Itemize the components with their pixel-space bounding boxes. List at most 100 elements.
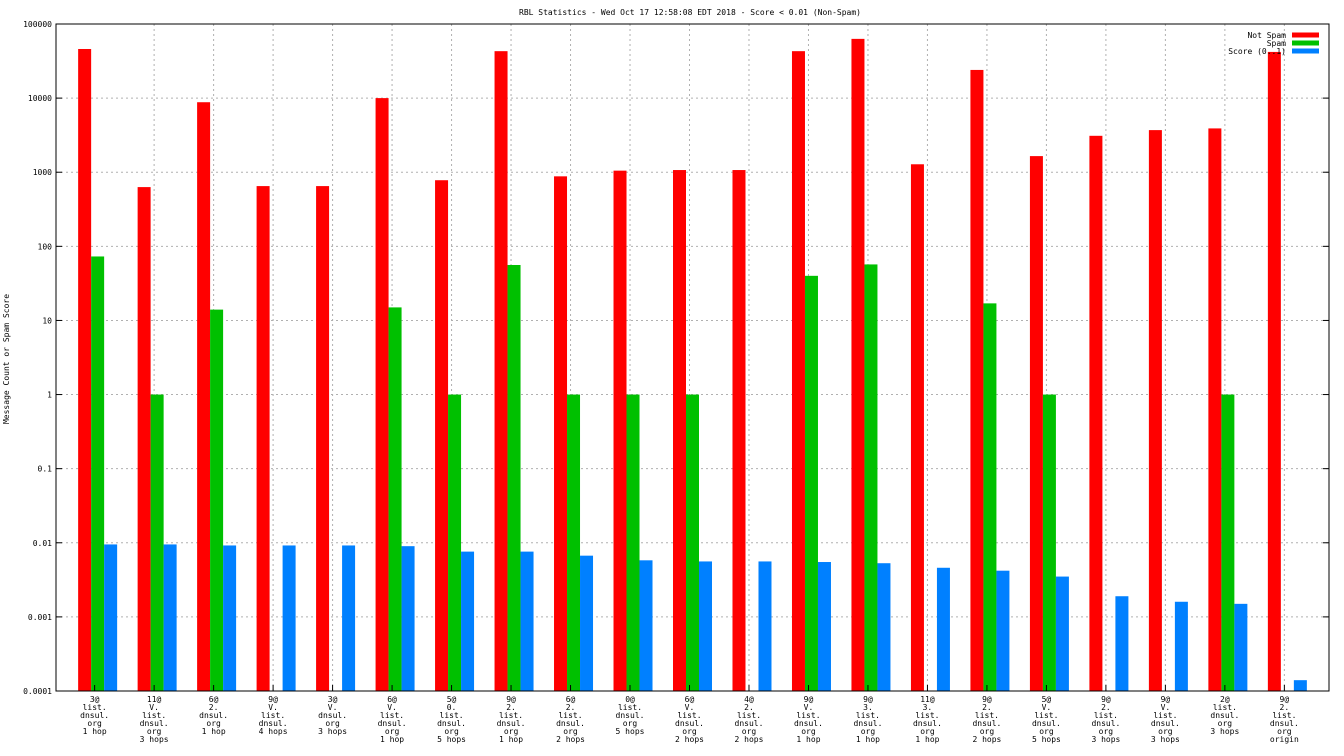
x-tick-label: 6@ V. list. dnsul. org 1 hop (378, 695, 407, 744)
bar (673, 170, 686, 691)
bar (699, 561, 712, 691)
x-tick-label: 4@ 2. list. dnsul. org 2 hops (735, 695, 764, 744)
bar (448, 394, 462, 691)
legend-swatch (1292, 48, 1319, 54)
x-tick-label: 6@ V. list. dnsul. org 2 hops (675, 695, 704, 744)
legend-label: Score (0..1) (1228, 47, 1286, 56)
bar (342, 545, 356, 691)
bar (1089, 135, 1103, 691)
y-tick-label: 0.0001 (23, 687, 52, 696)
legend-swatch (1292, 40, 1319, 46)
bar (567, 394, 581, 691)
bar (1293, 680, 1307, 691)
bar (104, 544, 118, 691)
x-tick-label: 6@ 2. list. dnsul. org 2 hops (556, 695, 585, 744)
bar (150, 394, 164, 691)
bar (375, 98, 389, 692)
legend-label: Not Spam (1247, 31, 1286, 40)
y-axis: 0.0001 0.001 0.01 0.1 1 10 100 1000 10000 100000 (23, 20, 1329, 696)
bar (639, 560, 653, 691)
x-tick-label: 3@ list. dnsul. org 1 hop (80, 695, 109, 736)
x-tick-label: 9@ 2. list. dnsul. org 2 hops (972, 695, 1001, 744)
bar (613, 170, 627, 691)
bar (1029, 156, 1043, 691)
x-tick-label: 9@ 3. list. dnsul. org 1 hop (854, 695, 883, 744)
bar (580, 555, 594, 691)
x-tick-label: 9@ V. list. dnsul. org 1 hop (794, 695, 823, 744)
x-tick-label: 2@ list. dnsul. org 3 hops (1210, 695, 1239, 736)
x-tick-label: 5@ 0. list. dnsul. org 5 hops (437, 695, 466, 744)
bar (910, 164, 924, 691)
bar (970, 69, 984, 692)
bar (877, 563, 891, 691)
bar (316, 186, 330, 692)
y-tick-label: 1000 (33, 168, 52, 177)
bar (91, 256, 105, 691)
bar (758, 561, 772, 691)
x-tick-label: 6@ 2. dnsul. org 1 hop (199, 695, 228, 736)
bar (282, 545, 296, 691)
bar (401, 546, 415, 691)
plot-border (55, 23, 1330, 692)
y-tick-label: 10 (42, 316, 52, 325)
y-axis-label: Message Count or Spam Score (2, 294, 11, 424)
bar (256, 186, 270, 692)
bar (1174, 601, 1188, 691)
bar (864, 264, 878, 691)
y-tick-label: 10000 (28, 94, 52, 103)
x-tick-label: 11@ 3. list. dnsul. org 1 hop (913, 695, 942, 744)
bar (804, 275, 818, 691)
bar (1055, 576, 1069, 691)
bar (996, 570, 1010, 691)
bar (817, 562, 831, 691)
x-tick-label: 9@ V. list. dnsul. 4 hops (259, 695, 288, 736)
bar (210, 309, 224, 691)
bar (791, 51, 805, 691)
x-tick-label: 11@ V. list. dnsul. org 3 hops (140, 695, 169, 744)
bar (137, 187, 151, 691)
bar (197, 102, 211, 691)
bar (507, 264, 521, 691)
x-axis: 3@ list. dnsul. org 1 hop 11@ V. list. dnsul. org… (80, 685, 1299, 744)
legend-label: Spam (1267, 39, 1286, 48)
y-tick-label: 0.1 (38, 465, 53, 474)
bar (435, 180, 449, 691)
bar (494, 51, 508, 691)
bar (686, 394, 699, 691)
y-tick-label: 0.001 (28, 613, 52, 622)
legend-swatch (1292, 32, 1319, 38)
bar (626, 394, 640, 691)
x-tick-label: 3@ V. dnsul. org 3 hops (318, 695, 347, 736)
bar (983, 303, 997, 691)
x-tick-label: 0@ list. dnsul. org 5 hops (616, 695, 645, 736)
bar (851, 38, 865, 691)
bar (554, 176, 568, 691)
bar (936, 567, 950, 691)
x-tick-label: 9@ 2. list. dnsul. org 3 hops (1091, 695, 1120, 744)
y-tick-label: 100000 (23, 20, 52, 29)
bar (1221, 394, 1235, 691)
bar (78, 48, 92, 691)
bar (223, 545, 237, 691)
bar (520, 551, 534, 691)
bar (388, 307, 402, 691)
chart-title: RBL Statistics - Wed Oct 17 12:58:08 EDT… (519, 8, 861, 17)
bar (1042, 394, 1056, 691)
x-tick-label: 9@ 2. list. dnsul. org 1 hop (497, 695, 526, 744)
x-tick-label: 9@ 2. list. dnsul. org origin (1270, 695, 1299, 744)
bar (1208, 128, 1222, 691)
bars (78, 38, 1307, 692)
bar (1115, 596, 1129, 691)
bar (1148, 130, 1162, 691)
y-tick-label: 100 (38, 242, 53, 251)
x-tick-label: 9@ V. list. dnsul. org 3 hops (1151, 695, 1180, 744)
x-tick-label: 5@ V. list. dnsul. org 5 hops (1032, 695, 1061, 744)
bar (163, 544, 177, 691)
bar (1267, 51, 1281, 692)
y-tick-label: 0.01 (33, 539, 52, 548)
y-tick-label: 1 (47, 391, 52, 400)
bar (461, 551, 475, 691)
bar (1234, 603, 1248, 691)
